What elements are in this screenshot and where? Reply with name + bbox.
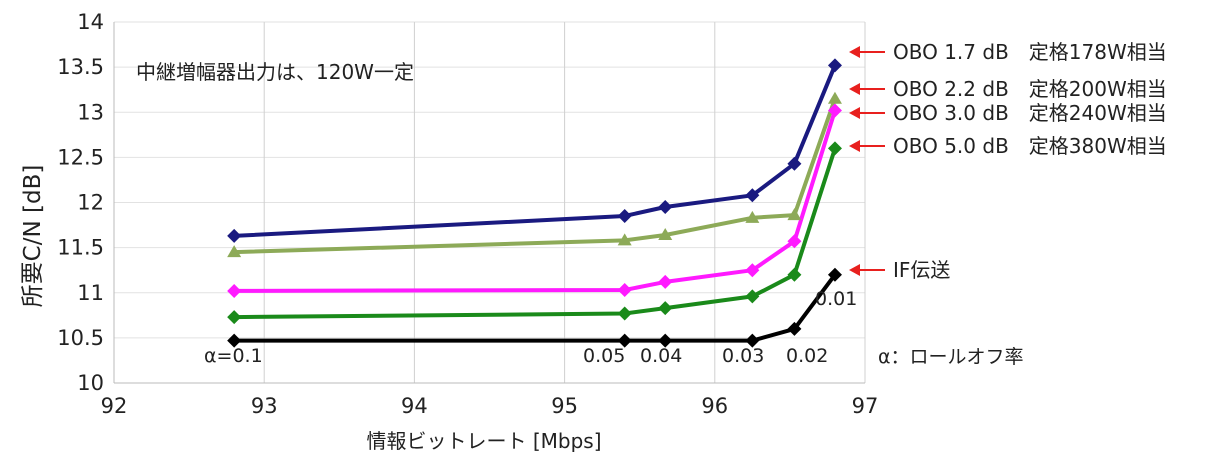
data-point xyxy=(617,306,632,321)
data-point xyxy=(227,245,242,258)
rolloff-label-0.01: 0.01 xyxy=(815,288,857,310)
data-point xyxy=(745,333,760,348)
rolloff-legend: α：ロールオフ率 xyxy=(878,346,1024,368)
legend-label: IF伝送 xyxy=(893,258,950,282)
y-axis-label: 所要C/N [dB] xyxy=(20,165,46,308)
x-tick-label: 97 xyxy=(852,394,879,418)
rolloff-label-0.1: α=0.1 xyxy=(204,345,263,367)
data-point xyxy=(745,263,760,278)
data-point xyxy=(658,333,673,348)
series-lines xyxy=(234,64,837,343)
data-point xyxy=(787,234,802,249)
rolloff-label-0.03: 0.03 xyxy=(722,345,764,367)
legend-label: OBO 2.2 dB 定格200W相当 xyxy=(893,77,1167,101)
y-tick-label: 14 xyxy=(77,10,104,34)
legend-arrow-head xyxy=(849,140,860,152)
data-point xyxy=(617,283,632,298)
data-point xyxy=(227,228,242,243)
y-tick-label: 11.5 xyxy=(57,236,104,260)
x-tick-label: 96 xyxy=(701,394,728,418)
data-point xyxy=(658,227,673,240)
x-tick-label: 93 xyxy=(251,394,278,418)
data-point xyxy=(617,209,632,224)
x-tick-label: 92 xyxy=(101,394,128,418)
data-point xyxy=(827,141,842,156)
data-point xyxy=(787,208,802,221)
data-point xyxy=(658,301,673,316)
x-axis: 92 93 94 95 96 97 xyxy=(101,394,879,418)
data-point xyxy=(617,333,632,348)
data-point xyxy=(745,289,760,304)
data-point xyxy=(617,233,632,246)
legend-arrow-head xyxy=(849,83,860,95)
y-tick-label: 13.5 xyxy=(57,55,104,79)
y-axis: 10 10.5 11 11.5 12 12.5 13 13.5 14 xyxy=(57,10,104,395)
data-point xyxy=(227,310,242,325)
legend-label: OBO 1.7 dB 定格178W相当 xyxy=(893,40,1167,64)
data-point xyxy=(787,267,802,282)
series-markers xyxy=(227,58,842,348)
data-point xyxy=(658,274,673,289)
series-line xyxy=(234,273,837,343)
series-line xyxy=(234,64,837,238)
x-tick-label: 95 xyxy=(551,394,578,418)
y-tick-label: 13 xyxy=(77,100,104,124)
data-point xyxy=(787,156,802,171)
data-point xyxy=(658,200,673,215)
grid xyxy=(113,21,866,384)
series-line xyxy=(234,98,837,255)
y-tick-label: 12.5 xyxy=(57,145,104,169)
legend-arrow-head xyxy=(849,264,860,276)
data-point xyxy=(787,321,802,336)
chart-note: 中継増幅器出力は、120W一定 xyxy=(136,60,414,84)
legend-arrow-head xyxy=(849,107,860,119)
data-point xyxy=(745,210,760,223)
series-line xyxy=(234,109,837,293)
legend-arrow-head xyxy=(849,46,860,58)
y-tick-label: 12 xyxy=(77,191,104,215)
data-point xyxy=(827,91,842,104)
data-point xyxy=(827,267,842,282)
series-line xyxy=(234,147,837,320)
y-tick-label: 10.5 xyxy=(57,326,104,350)
legend-label: OBO 5.0 dB 定格380W相当 xyxy=(893,134,1167,158)
data-point xyxy=(827,103,842,118)
data-point xyxy=(745,188,760,203)
x-tick-label: 94 xyxy=(401,394,428,418)
rolloff-label-0.02: 0.02 xyxy=(786,345,828,367)
x-axis-label: 情報ビットレート [Mbps] xyxy=(366,429,601,452)
legend-label: OBO 3.0 dB 定格240W相当 xyxy=(893,101,1167,125)
y-tick-label: 10 xyxy=(77,371,104,395)
y-tick-label: 11 xyxy=(77,281,104,305)
data-point xyxy=(227,333,242,348)
data-point xyxy=(227,283,242,298)
rolloff-label-0.04: 0.04 xyxy=(640,345,682,367)
data-point xyxy=(827,58,842,73)
rolloff-label-0.05: 0.05 xyxy=(583,345,625,367)
